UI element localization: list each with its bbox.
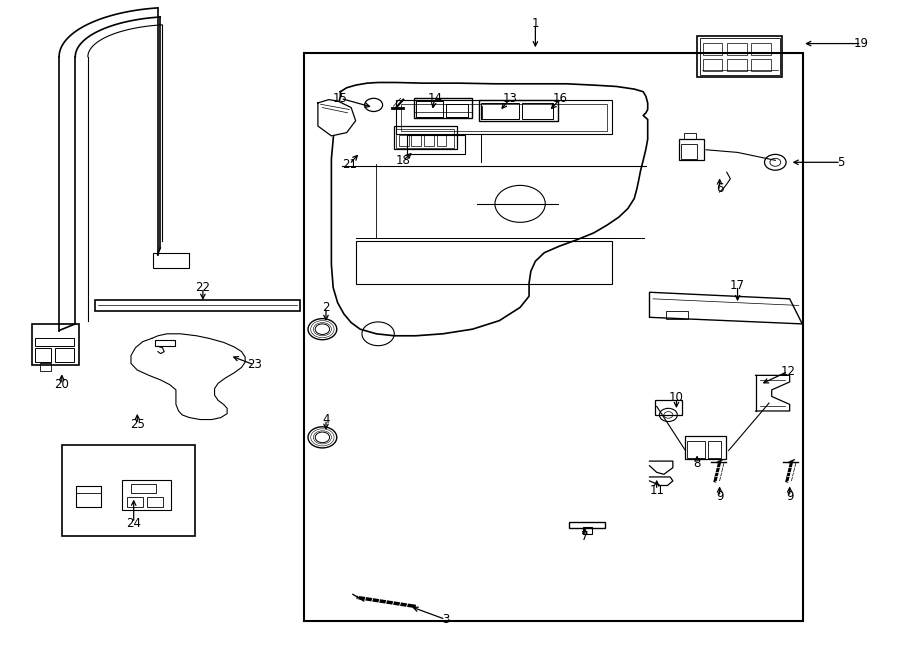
Text: 14: 14 (428, 92, 442, 105)
Bar (400, 104, 608, 132)
Bar (482, 103, 519, 120)
Text: 25: 25 (130, 418, 145, 431)
Bar (481, 106, 482, 120)
Bar (76, 486, 102, 507)
Bar (666, 311, 688, 319)
Bar (569, 522, 605, 528)
Text: 18: 18 (396, 154, 410, 167)
Text: 19: 19 (854, 37, 869, 50)
Bar (680, 139, 705, 161)
Text: 5: 5 (837, 156, 844, 169)
Bar (414, 98, 472, 118)
Polygon shape (318, 100, 356, 136)
Bar (131, 484, 157, 493)
Bar (708, 442, 722, 458)
Bar (700, 38, 779, 75)
Bar (399, 135, 409, 147)
Bar (424, 135, 434, 147)
Text: 8: 8 (693, 457, 701, 470)
Bar (655, 401, 682, 415)
Bar (396, 130, 454, 148)
Bar (522, 103, 554, 120)
Text: 1: 1 (532, 17, 539, 30)
Bar (35, 348, 51, 362)
Bar (411, 135, 421, 147)
Text: 16: 16 (553, 92, 568, 105)
Bar (686, 436, 726, 459)
Bar (407, 136, 465, 154)
Bar (153, 253, 189, 268)
Bar (446, 104, 468, 117)
Bar (148, 496, 163, 506)
Text: 9: 9 (716, 490, 724, 503)
Bar (62, 446, 194, 536)
Text: 17: 17 (730, 279, 745, 292)
Bar (681, 145, 698, 159)
Bar (583, 527, 592, 533)
Text: 12: 12 (780, 365, 796, 378)
Text: 20: 20 (54, 378, 69, 391)
Bar (751, 59, 770, 71)
Text: 3: 3 (442, 613, 449, 626)
Bar (688, 442, 706, 458)
Text: 24: 24 (126, 517, 141, 529)
Bar (698, 36, 782, 77)
Bar (727, 43, 746, 55)
Bar (416, 101, 443, 117)
Text: 6: 6 (716, 182, 724, 195)
Bar (396, 100, 612, 134)
Bar (356, 241, 612, 284)
Bar (436, 135, 446, 147)
Bar (684, 133, 697, 139)
Bar (32, 324, 79, 365)
Bar (727, 59, 746, 71)
Bar (35, 338, 75, 346)
Text: 2: 2 (322, 301, 329, 314)
Bar (479, 100, 558, 121)
Text: 15: 15 (333, 92, 347, 105)
Bar (703, 43, 723, 55)
Text: 13: 13 (503, 92, 517, 105)
Text: 11: 11 (649, 484, 664, 496)
Bar (394, 126, 457, 149)
Text: 4: 4 (322, 413, 329, 426)
Text: 22: 22 (195, 281, 211, 294)
Text: 7: 7 (581, 530, 589, 543)
Text: 23: 23 (247, 358, 262, 371)
Text: 9: 9 (786, 490, 794, 503)
Bar (703, 59, 723, 71)
Bar (55, 348, 75, 362)
Bar (95, 300, 300, 311)
Text: 21: 21 (342, 158, 357, 171)
Text: 10: 10 (669, 391, 684, 405)
Bar (127, 496, 143, 506)
Bar (751, 43, 770, 55)
Bar (304, 54, 803, 621)
Bar (122, 481, 171, 510)
Bar (156, 340, 175, 346)
Bar (40, 364, 51, 371)
